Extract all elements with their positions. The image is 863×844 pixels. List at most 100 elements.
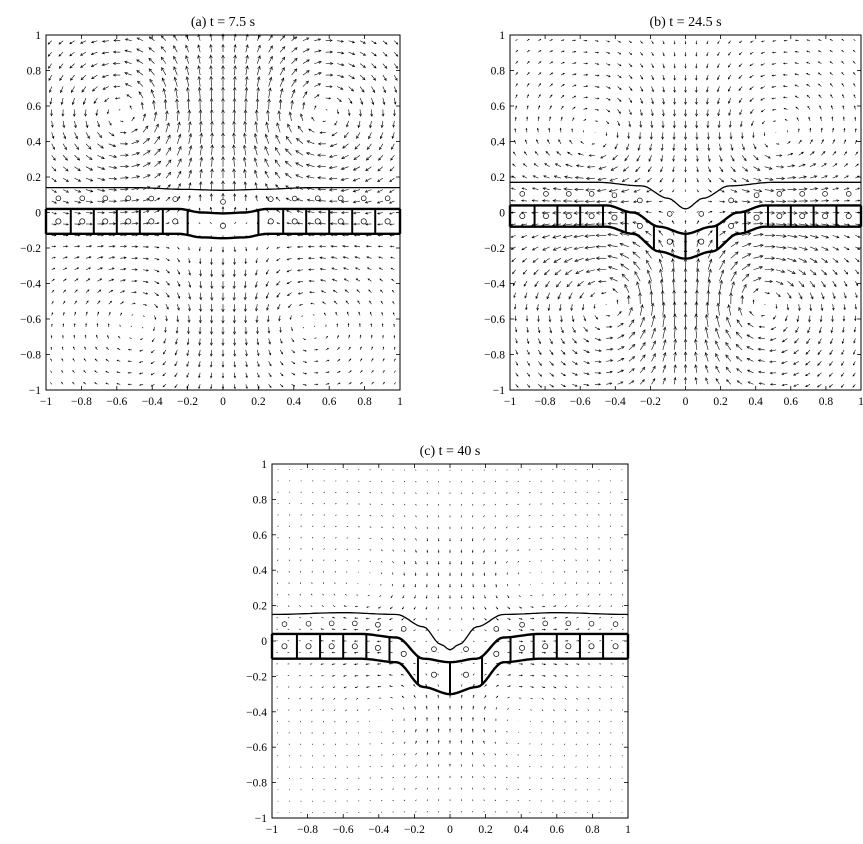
velocity-arrow: [267, 110, 269, 121]
velocity-arrow: [555, 163, 562, 167]
velocity-arrowhead: [121, 301, 124, 304]
velocity-arrow: [142, 292, 148, 295]
velocity-arrowhead: [255, 194, 258, 198]
velocity-arrowhead: [113, 165, 118, 170]
velocity-arrowhead: [834, 163, 838, 166]
velocity-arrow: [832, 187, 839, 190]
velocity-arrowhead: [186, 375, 189, 378]
velocity-arrow: [291, 361, 295, 364]
velocity-arrow: [198, 372, 201, 378]
velocity-arrowhead: [365, 157, 370, 161]
velocity-arrow: [832, 292, 836, 299]
velocity-arrow: [336, 97, 342, 102]
velocity-arrow: [749, 311, 754, 316]
velocity-arrow: [606, 348, 613, 351]
velocity-arrowhead: [276, 271, 279, 274]
velocity-arrowhead: [162, 352, 166, 355]
velocity-arrow: [639, 367, 646, 374]
velocity-arrow: [291, 79, 297, 87]
velocity-arrow: [794, 338, 799, 344]
velocity-arrowhead: [380, 300, 383, 303]
velocity-arrow: [276, 605, 278, 607]
velocity-arrowhead: [550, 94, 553, 97]
velocity-arrow: [563, 246, 573, 251]
velocity-arrow: [557, 292, 562, 300]
velocity-arrowhead: [255, 308, 258, 312]
velocity-arrow: [494, 730, 497, 733]
x-tick-label: −0.6: [106, 396, 127, 408]
velocity-arrow: [584, 235, 595, 237]
velocity-arrow: [725, 367, 732, 374]
velocity-arrowhead: [257, 55, 261, 60]
velocity-arrowhead: [92, 88, 96, 92]
velocity-arrow: [379, 143, 384, 150]
velocity-arrowhead: [651, 65, 654, 69]
velocity-arrow: [413, 629, 416, 632]
velocity-arrowhead: [509, 685, 511, 687]
velocity-arrowhead: [629, 100, 633, 104]
velocity-arrow: [233, 133, 235, 144]
velocity-arrow: [461, 618, 463, 621]
velocity-arrow: [809, 235, 819, 238]
velocity-arrowhead: [221, 156, 225, 160]
velocity-arrowhead: [706, 89, 709, 93]
velocity-arrowhead: [584, 245, 589, 250]
velocity-arrowhead: [188, 248, 190, 251]
velocity-arrow: [392, 799, 394, 802]
velocity-arrowhead: [108, 311, 111, 314]
velocity-arrow: [741, 284, 747, 293]
velocity-arrow: [277, 525, 279, 527]
velocity-arrowhead: [368, 289, 371, 292]
velocity-arrowhead: [112, 62, 116, 66]
velocity-arrowhead: [496, 607, 499, 610]
velocity-arrow: [584, 223, 595, 225]
velocity-arrow: [302, 91, 308, 99]
velocity-arrow: [472, 618, 475, 621]
velocity-arrow: [705, 365, 709, 373]
velocity-arrow: [312, 812, 314, 814]
velocity-arrowhead: [354, 663, 357, 666]
velocity-arrow: [120, 245, 127, 248]
velocity-arrow: [131, 128, 138, 133]
velocity-arrowhead: [727, 304, 731, 309]
velocity-arrowhead: [758, 200, 763, 204]
velocity-arrowhead: [52, 146, 55, 150]
velocity-arrow: [97, 256, 103, 259]
velocity-arrowhead: [626, 147, 629, 151]
velocity-arrow: [832, 151, 836, 156]
velocity-arrowhead: [449, 739, 451, 742]
velocity-arrowhead: [546, 296, 550, 300]
velocity-arrowhead: [221, 43, 225, 48]
velocity-arrowhead: [845, 163, 849, 166]
velocity-arrow: [62, 132, 66, 139]
velocity-arrow: [843, 223, 850, 226]
velocity-arrow: [781, 349, 788, 353]
velocity-arrowhead: [334, 123, 337, 126]
velocity-arrowhead: [640, 89, 644, 92]
velocity-arrowhead: [526, 105, 529, 108]
velocity-arrow: [715, 366, 720, 373]
velocity-arrow: [323, 536, 325, 539]
velocity-arrow: [696, 279, 698, 293]
velocity-arrowhead: [841, 72, 844, 74]
velocity-arrow: [244, 269, 247, 276]
velocity-arrow: [298, 628, 301, 630]
velocity-arrowhead: [140, 101, 144, 106]
velocity-arrowhead: [254, 296, 258, 300]
velocity-arrowhead: [157, 148, 161, 153]
velocity-arrowhead: [102, 39, 106, 43]
fluid-marker: [845, 191, 852, 197]
velocity-arrowhead: [394, 358, 396, 360]
velocity-arrowhead: [269, 363, 272, 367]
velocity-arrow: [639, 63, 643, 68]
velocity-arrow: [234, 246, 236, 252]
velocity-arrowhead: [563, 187, 568, 191]
velocity-arrow: [108, 256, 115, 259]
velocity-arrow: [300, 800, 302, 802]
velocity-arrowhead: [146, 245, 149, 249]
velocity-arrow: [85, 200, 93, 203]
velocity-arrow: [268, 35, 273, 41]
velocity-arrowhead: [376, 201, 380, 204]
velocity-arrow: [245, 55, 248, 64]
velocity-arrow: [554, 175, 562, 179]
